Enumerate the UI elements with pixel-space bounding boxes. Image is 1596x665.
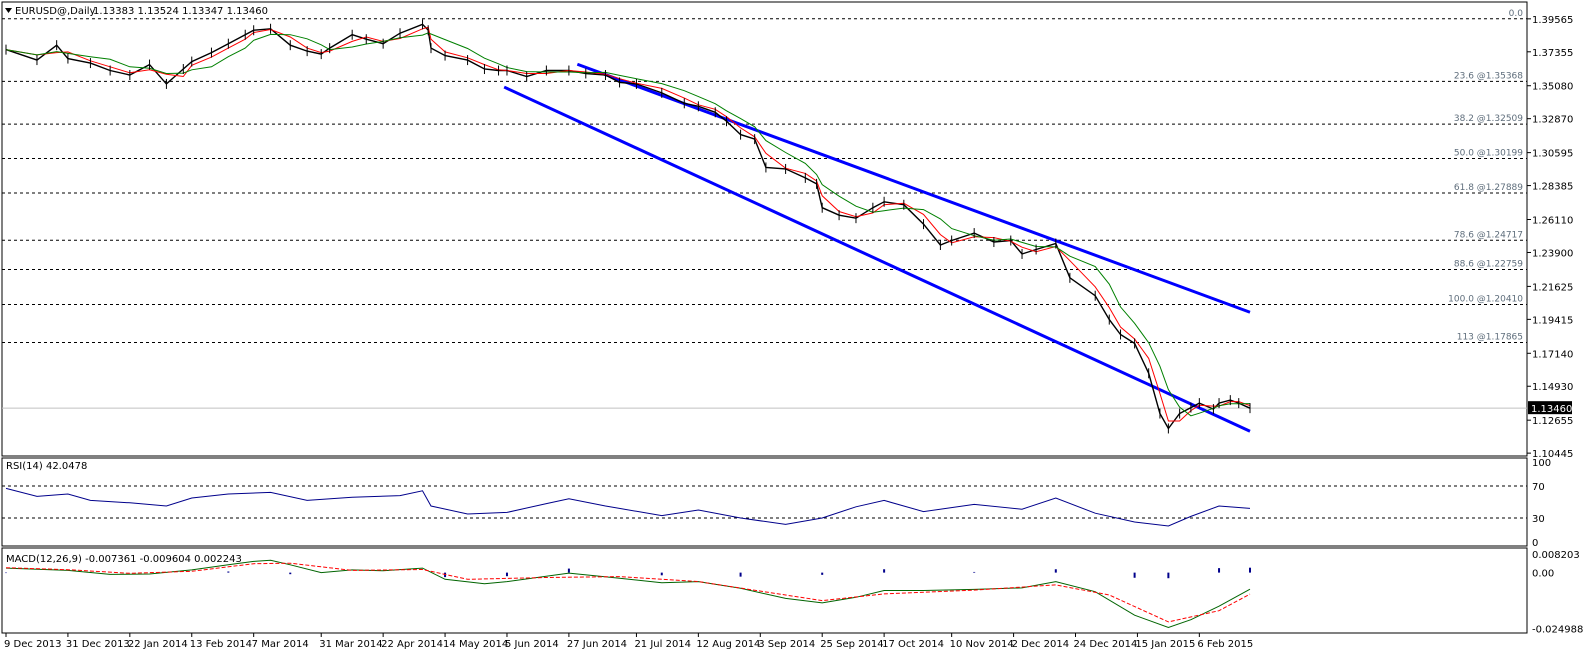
time-tick-label: 12 Aug 2014 bbox=[696, 639, 760, 650]
symbol-title: EURUSD@,Daily bbox=[15, 6, 96, 17]
time-tick-label: 9 Dec 2013 bbox=[4, 639, 62, 650]
price-tick-label: 1.37355 bbox=[1532, 48, 1573, 59]
fib-level-label: 88.6 @1.22759 bbox=[1454, 259, 1523, 269]
current-price-badge bbox=[1528, 401, 1572, 415]
macd-scale-label: 0.00 bbox=[1532, 569, 1554, 580]
macd-panel: 0.008203 0.00 -0.024988 bbox=[5, 550, 1583, 636]
fib-level-label: 23.6 @1.35368 bbox=[1454, 71, 1523, 81]
rsi-line bbox=[5, 487, 1251, 527]
rsi-scale-label: 100 bbox=[1532, 458, 1551, 469]
rsi-scale-label: 30 bbox=[1532, 514, 1545, 525]
time-tick-label: 2 Dec 2014 bbox=[1012, 639, 1070, 650]
ma-slow-line bbox=[5, 32, 1251, 417]
rsi-scale-label: 0 bbox=[1532, 538, 1538, 549]
fib-level-label: 0.0 bbox=[1509, 9, 1524, 19]
symbol-menu-triangle-icon[interactable] bbox=[5, 8, 12, 13]
time-tick-label: 17 Oct 2014 bbox=[882, 639, 944, 650]
time-tick-label: 24 Dec 2014 bbox=[1074, 639, 1138, 650]
time-tick-label: 10 Nov 2014 bbox=[950, 639, 1014, 650]
fib-level-label: 113 @1.17865 bbox=[1457, 332, 1523, 342]
rsi-panel: 100 70 30 0 bbox=[2, 458, 1551, 549]
channel-line-lower bbox=[503, 85, 1251, 433]
fib-level-label: 100.0 @1.20410 bbox=[1448, 295, 1523, 305]
time-tick-label: 27 Jun 2014 bbox=[567, 639, 627, 650]
ma-fast-line bbox=[5, 26, 1251, 422]
fib-level-label: 50.0 @1.30199 bbox=[1454, 149, 1523, 159]
ohlc-values: 1.13383 1.13524 1.13347 1.13460 bbox=[93, 6, 268, 17]
time-tick-label: 22 Jan 2014 bbox=[128, 639, 188, 650]
price-tick-label: 1.21625 bbox=[1532, 282, 1573, 293]
price-tick-label: 1.26110 bbox=[1532, 216, 1573, 227]
time-tick-label: 13 Feb 2014 bbox=[190, 639, 252, 650]
trend-channel bbox=[503, 62, 1251, 433]
channel-line-upper bbox=[576, 62, 1251, 314]
price-panel-frame bbox=[1, 1, 1528, 457]
macd-line bbox=[5, 559, 1251, 629]
rsi-panel-frame bbox=[1, 457, 1528, 547]
time-tick-label: 6 Feb 2015 bbox=[1197, 639, 1253, 650]
rsi-legend: RSI(14) 42.0478 bbox=[6, 461, 87, 472]
price-tick-label: 1.23900 bbox=[1532, 248, 1573, 259]
time-tick-label: 31 Dec 2013 bbox=[66, 639, 130, 650]
time-tick-label: 7 Mar 2014 bbox=[252, 639, 309, 650]
fib-level-label: 38.2 @1.32509 bbox=[1454, 114, 1523, 124]
price-tick-label: 1.32870 bbox=[1532, 115, 1573, 126]
time-tick-label: 5 Jun 2014 bbox=[505, 639, 559, 650]
price-tick-label: 1.35080 bbox=[1532, 82, 1573, 93]
time-tick-label: 22 Apr 2014 bbox=[381, 639, 443, 650]
fib-level-label: 61.8 @1.27889 bbox=[1454, 183, 1523, 193]
price-tick-label: 1.17140 bbox=[1532, 349, 1573, 360]
price-tick-label: 1.28385 bbox=[1532, 182, 1573, 193]
macd-signal-line bbox=[5, 562, 1251, 623]
price-tick-label: 1.39565 bbox=[1532, 15, 1573, 26]
fib-level-label: 78.6 @1.24717 bbox=[1454, 230, 1523, 240]
current-price-label: 1.13460 bbox=[1531, 404, 1572, 415]
macd-scale-label: 0.008203 bbox=[1532, 550, 1580, 561]
macd-panel-frame bbox=[1, 547, 1528, 634]
price-tick-label: 1.12655 bbox=[1532, 416, 1573, 427]
price-tick-label: 1.19415 bbox=[1532, 315, 1573, 326]
macd-legend: MACD(12,26,9) -0.007361 -0.009604 0.0022… bbox=[6, 554, 242, 565]
time-tick-label: 25 Sep 2014 bbox=[820, 639, 883, 650]
time-tick-label: 21 Jul 2014 bbox=[634, 639, 691, 650]
time-tick-label: 14 May 2014 bbox=[443, 639, 508, 650]
price-tick-label: 1.10445 bbox=[1532, 449, 1573, 460]
price-series bbox=[5, 19, 1251, 434]
price-tick-label: 1.30595 bbox=[1532, 149, 1573, 160]
macd-scale-label: -0.024988 bbox=[1532, 625, 1583, 636]
time-tick-label: 15 Jan 2015 bbox=[1135, 639, 1195, 650]
time-tick-label: 3 Sep 2014 bbox=[758, 639, 815, 650]
price-tick-label: 1.14930 bbox=[1532, 382, 1573, 393]
fibonacci-levels: 0.0 23.6 @1.35368 38.2 @1.32509 50.0 @1.301… bbox=[2, 9, 1527, 409]
rsi-scale-label: 70 bbox=[1532, 482, 1545, 493]
time-tick-label: 31 Mar 2014 bbox=[319, 639, 382, 650]
price-axis: 1.39565 1.37355 1.35080 1.32870 1.30595 1.283… bbox=[1527, 15, 1573, 460]
